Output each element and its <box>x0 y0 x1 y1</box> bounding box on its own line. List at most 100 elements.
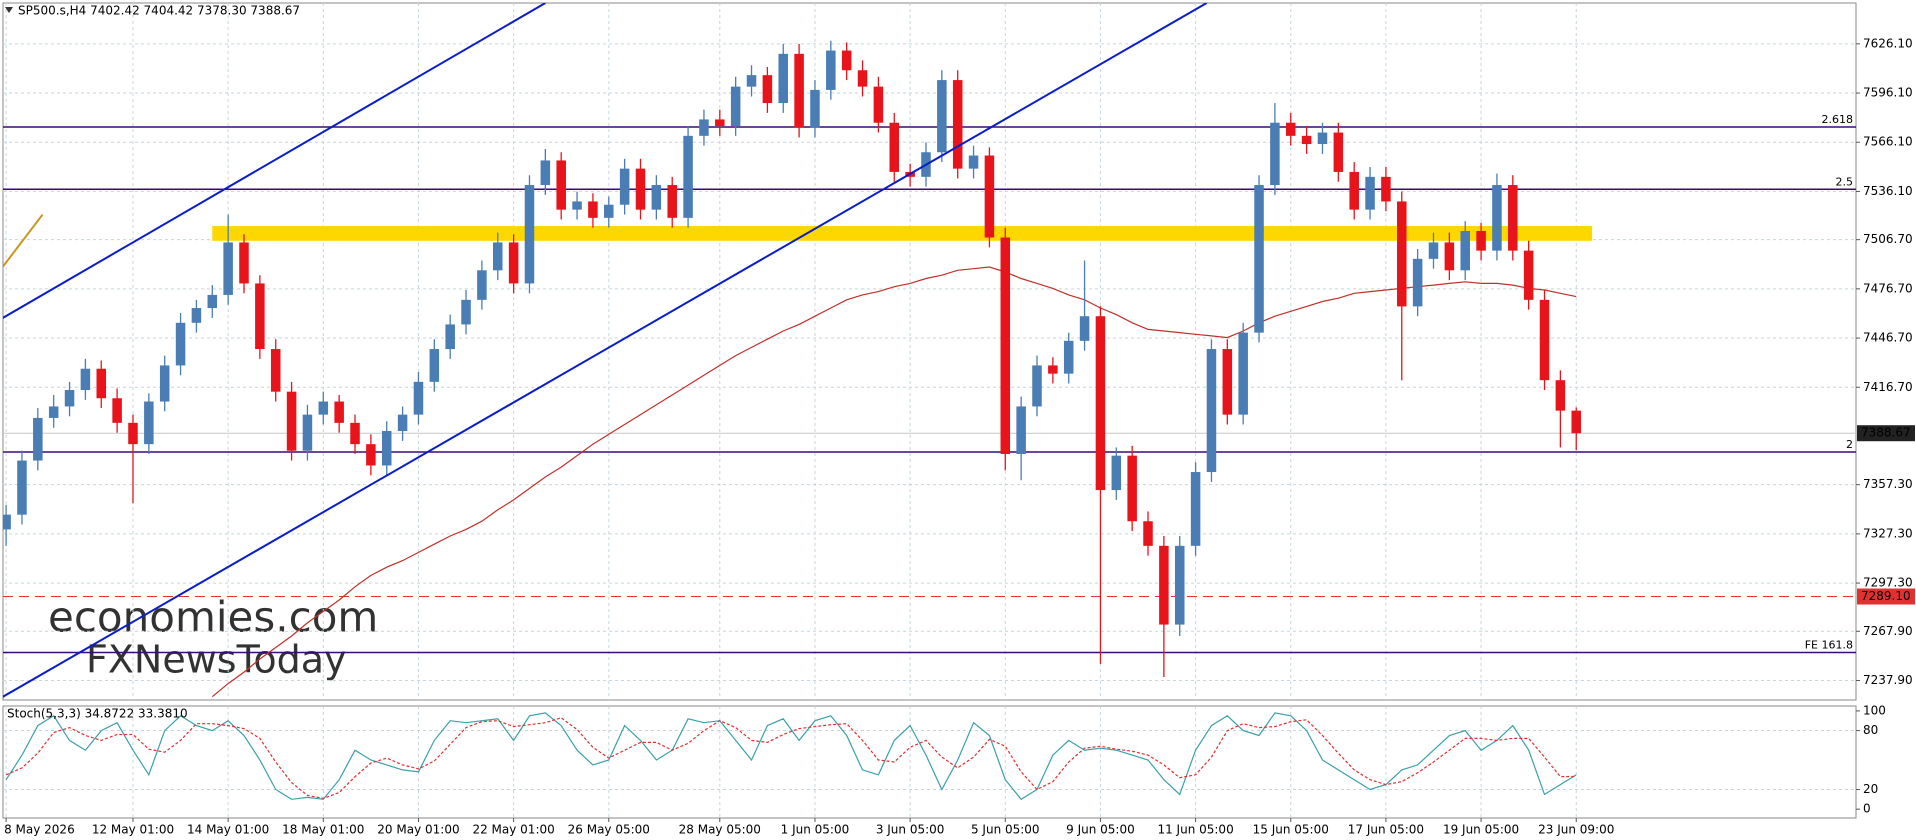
candle-body <box>334 401 344 423</box>
candle-body <box>540 160 551 186</box>
x-tick-label: 28 May 05:00 <box>679 823 761 837</box>
candle-body <box>715 119 725 126</box>
candle-body <box>508 242 519 284</box>
x-tick-label: 15 Jun 05:00 <box>1253 823 1329 837</box>
candle-body <box>635 168 646 210</box>
candle-body <box>794 53 804 128</box>
candle-body <box>1206 349 1217 473</box>
trendline <box>3 3 1208 698</box>
candle-body <box>255 283 265 350</box>
x-tick-label: 11 Jun 05:00 <box>1157 823 1233 837</box>
x-tick-label: 14 May 01:00 <box>187 823 269 837</box>
candle-body <box>445 324 455 350</box>
candle-body <box>112 398 122 423</box>
candle-body <box>762 75 773 104</box>
candle-body <box>1523 250 1534 300</box>
candle-body <box>604 204 614 218</box>
fib-label: 2 <box>1846 438 1853 451</box>
candle-body <box>1238 332 1248 415</box>
candle-body <box>144 401 154 445</box>
x-tick-label: 18 May 01:00 <box>282 823 364 837</box>
stoch-frame <box>2 705 1857 819</box>
fib-label: FE 161.8 <box>1805 638 1853 651</box>
candle-body <box>1508 185 1518 251</box>
candle-body <box>1412 258 1423 307</box>
moving-average <box>211 266 1577 698</box>
y-tick-label: 7327.30 <box>1863 526 1913 540</box>
watermark: FXNewsToday <box>86 638 346 682</box>
trendline <box>3 213 44 269</box>
watermark: economies.com <box>48 593 378 642</box>
candle-body <box>128 422 138 445</box>
candle-body <box>477 270 487 300</box>
y-tick-label: 7506.70 <box>1863 232 1913 246</box>
candle-body <box>572 201 582 210</box>
candle-body <box>286 391 297 451</box>
y-tick-label: 80 <box>1863 723 1878 737</box>
candle-body <box>17 460 27 515</box>
candle-body <box>1492 185 1502 251</box>
candle-body <box>683 135 693 218</box>
x-tick-label: 26 May 05:00 <box>568 823 650 837</box>
candle-body <box>1111 455 1122 491</box>
trendline <box>3 3 546 319</box>
price-tag-label: 7289.10 <box>1861 589 1911 603</box>
candle-body <box>1222 349 1233 415</box>
candle-body <box>159 365 170 402</box>
y-tick-label: 7596.10 <box>1863 86 1913 100</box>
x-tick-label: 8 May 2026 <box>4 823 75 837</box>
candle-body <box>223 242 233 295</box>
y-tick-label: 7297.30 <box>1863 576 1913 590</box>
menu-icon[interactable] <box>5 7 13 13</box>
x-tick-label: 12 May 01:00 <box>92 823 174 837</box>
y-tick-label: 7416.70 <box>1863 380 1913 394</box>
candle-body <box>1460 230 1470 271</box>
candle-body <box>191 308 202 323</box>
candle-body <box>1190 472 1201 546</box>
price-tag <box>1857 588 1915 605</box>
candle-body <box>1555 380 1566 411</box>
candle-body <box>397 414 408 432</box>
y-tick-label: 7536.10 <box>1863 184 1913 198</box>
x-tick-label: 17 Jun 05:00 <box>1348 823 1424 837</box>
candle-body <box>1063 340 1074 374</box>
candle-body <box>80 368 91 391</box>
candle-body <box>1127 455 1137 522</box>
candle-body <box>1048 365 1058 374</box>
candle-body <box>381 431 392 466</box>
candle-body <box>746 75 757 87</box>
x-tick-label: 9 Jun 05:00 <box>1066 823 1135 837</box>
candle-body <box>1286 122 1296 136</box>
chart-title: SP500.s,H4 7402.42 7404.42 7378.30 7388.… <box>18 4 300 18</box>
x-tick-label: 3 Jun 05:00 <box>876 823 945 837</box>
candle-body <box>318 401 329 415</box>
candle-body <box>493 242 503 271</box>
candle-body <box>889 122 900 172</box>
y-tick-label: 7476.70 <box>1863 281 1913 295</box>
candle-body <box>1000 237 1011 454</box>
candle-body <box>857 70 868 87</box>
candle-body <box>937 80 947 153</box>
candle-body <box>651 185 662 210</box>
candle-body <box>96 368 107 399</box>
candle-body <box>413 381 424 415</box>
candle-body <box>968 155 979 169</box>
candle-body <box>1301 135 1312 145</box>
candle-body <box>429 349 440 382</box>
candle-body <box>366 444 376 466</box>
candle-body <box>175 322 186 366</box>
candle-body <box>1428 242 1439 259</box>
y-tick-label: 7446.70 <box>1863 331 1913 345</box>
candle-body <box>1381 176 1391 202</box>
candle-body <box>1032 365 1042 407</box>
candle-body <box>1571 410 1581 434</box>
price-tag-label: 7388.67 <box>1861 426 1911 440</box>
x-tick-label: 22 May 01:00 <box>472 823 554 837</box>
candle-body <box>33 417 43 461</box>
candle-body <box>1143 521 1153 546</box>
candle-body <box>302 414 313 451</box>
candle-body <box>1254 185 1264 333</box>
candle-body <box>1079 316 1090 341</box>
candle-body <box>1476 230 1486 251</box>
